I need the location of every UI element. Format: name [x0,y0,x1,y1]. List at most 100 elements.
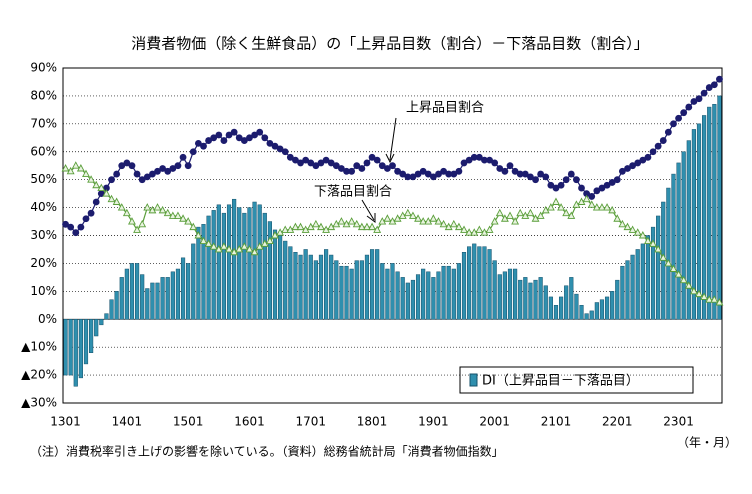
bar [129,263,135,320]
marker [97,190,105,198]
bar [226,204,232,320]
bar [170,271,175,320]
marker [501,167,509,175]
bar [594,302,599,320]
bar [574,293,579,320]
marker [470,153,478,161]
marker [414,214,422,222]
bar [278,235,283,320]
legend-swatch [469,373,478,387]
y-tick-label: 40% [30,200,57,214]
bar [569,277,574,320]
marker [521,170,529,178]
marker [173,211,182,219]
footnote: （注）消費税率引き上げの影響を除いている。（資料）総務省統計局「消費者物価指数」 [30,444,504,459]
marker [587,200,596,208]
marker [633,228,642,236]
marker [200,142,207,150]
bar [247,207,252,320]
marker [383,165,391,172]
bar [650,226,656,320]
marker [455,167,463,175]
bar [145,288,150,320]
bar [313,260,318,320]
marker [659,137,667,144]
marker [184,162,192,170]
bar [467,246,472,320]
marker [460,159,468,167]
x-tick-label: 1801 [357,415,388,429]
bar [221,212,227,320]
marker [689,286,698,295]
marker [588,193,596,200]
marker [143,173,151,181]
marker [286,153,294,161]
marker [496,165,504,172]
marker [235,134,243,142]
bar [482,246,487,320]
bar [165,277,170,320]
chart-title: 消費者物価（除く生鮮食品）の「上昇品目数（割合）－下落品目数（割合）」 [131,35,649,53]
marker [159,165,167,172]
x-unit: （年・月） [677,436,737,450]
bar [364,254,370,320]
marker [537,170,545,178]
bar [686,140,691,320]
bar [707,106,712,320]
marker [357,222,366,231]
marker [158,205,167,214]
marker [363,159,371,167]
marker [486,156,493,164]
marker [424,170,432,178]
bar [206,215,211,320]
marker [634,159,642,167]
marker [679,275,688,284]
marker [573,176,580,184]
marker [680,109,688,117]
marker [138,176,146,184]
marker [603,203,612,211]
marker [358,165,366,172]
marker [389,162,396,170]
bar [451,268,456,320]
bar [640,243,645,320]
x-tick-label: 1501 [173,415,204,429]
bar [375,249,380,320]
marker [465,156,473,164]
marker [623,222,632,231]
marker [603,181,611,189]
plot-frame [62,67,723,404]
bar [548,296,553,320]
annotation-arrow [361,199,375,221]
marker [332,162,340,170]
marker [490,217,499,225]
y-tick-label: 70% [30,116,57,130]
marker [138,219,147,228]
marker [168,211,177,219]
marker [419,217,428,225]
marker [409,173,417,181]
marker [710,81,718,89]
marker [322,156,330,164]
bar [369,249,375,320]
bar [114,291,119,320]
bar [390,263,395,320]
marker [245,245,254,253]
marker [71,161,80,169]
bar [237,207,242,320]
y-tick-label: 60% [30,144,57,158]
bar [339,265,344,320]
marker [649,148,657,156]
marker [148,170,156,178]
marker [194,139,202,147]
bar [400,277,405,320]
bar [175,268,181,320]
y-tick-label: ▲30% [21,396,57,410]
bar [405,282,410,320]
marker [664,128,672,136]
marker [684,281,693,289]
bar [431,277,436,320]
marker [383,214,392,222]
marker [598,184,606,192]
